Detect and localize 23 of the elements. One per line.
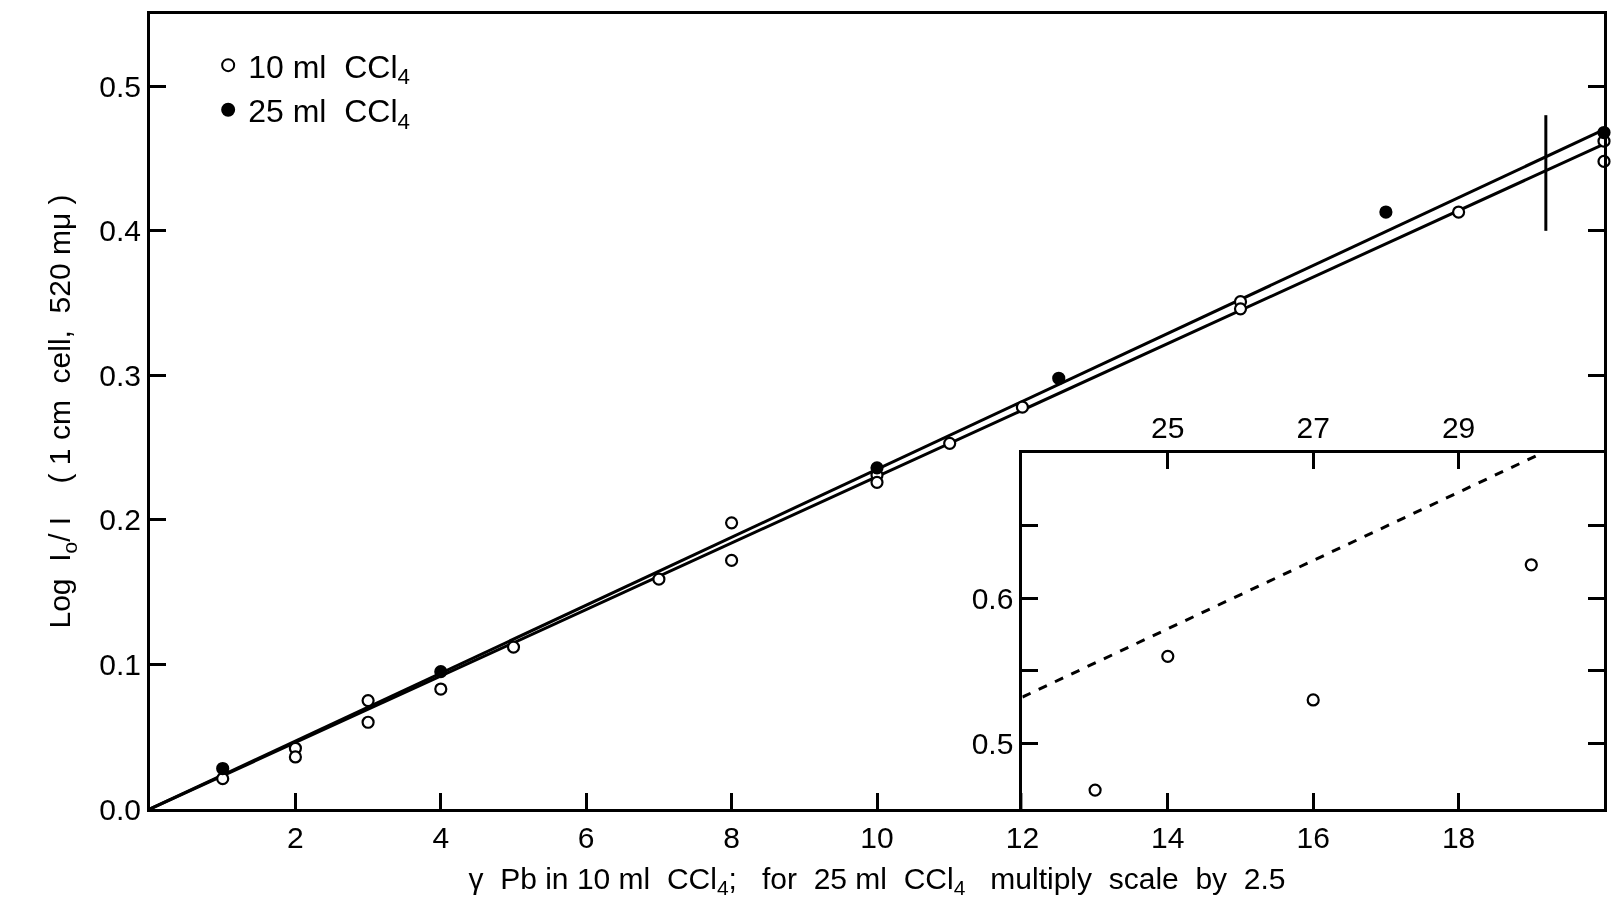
x-tick-label: 25 — [1151, 410, 1185, 444]
x-tick-label: 6 — [577, 821, 595, 854]
x-tick-label: 10 — [860, 821, 894, 854]
legend-label: 10 ml CCl$_{4}$ — [248, 48, 410, 90]
x-tick-label: 16 — [1296, 821, 1330, 854]
x-tick-label: 8 — [723, 821, 740, 854]
y-tick-label: 0.0 — [99, 792, 141, 826]
x-tick-label: 27 — [1296, 410, 1330, 444]
legend-label: 25 ml CCl$_{4}$ — [248, 93, 410, 134]
x-tick-label: 12 — [1005, 821, 1040, 854]
y-tick-label: 0.6 — [971, 581, 1014, 615]
x-tick-label: 4 — [432, 821, 450, 854]
y-tick-label: 0.5 — [971, 727, 1014, 761]
x-tick-label: 29 — [1441, 410, 1476, 444]
y-tick-label: 0.1 — [99, 647, 141, 681]
y-tick-label: 0.5 — [99, 69, 141, 103]
x-tick-label: 18 — [1441, 821, 1476, 854]
x-axis-title: γ Pb in 10 ml CCl$_{4}$; for 25 ml CCl$_{4}$ multiply scale by 2.5 — [468, 861, 1286, 899]
y-tick-label: 0.4 — [99, 214, 141, 248]
y-tick-label: 0.2 — [99, 503, 141, 537]
x-tick-label: 2 — [287, 821, 304, 854]
y-tick-label: 0.3 — [99, 358, 141, 392]
x-tick-label: 14 — [1151, 821, 1185, 854]
